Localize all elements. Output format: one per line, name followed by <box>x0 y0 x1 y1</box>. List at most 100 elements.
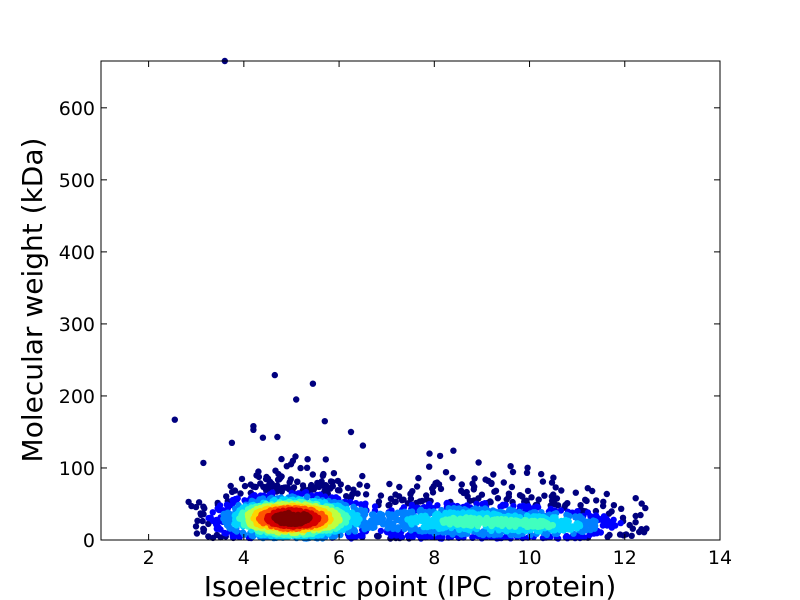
data-point <box>192 523 200 530</box>
data-point <box>548 479 556 486</box>
data-point <box>605 510 613 517</box>
data-point <box>519 493 526 500</box>
data-point <box>294 478 301 486</box>
data-point <box>379 517 386 525</box>
x-tick-label: 10 <box>517 547 541 569</box>
data-point <box>606 531 613 539</box>
plot-frame <box>100 60 721 541</box>
data-point <box>632 512 639 520</box>
data-point <box>309 380 317 387</box>
data-point <box>227 482 234 490</box>
data-point <box>436 452 444 460</box>
data-point <box>557 507 565 514</box>
data-point <box>359 442 367 449</box>
data-point <box>473 518 480 526</box>
data-point <box>622 531 630 538</box>
data-point <box>373 532 381 540</box>
data-point <box>437 485 445 493</box>
data-point <box>466 497 474 504</box>
data-point <box>386 480 393 488</box>
data-point <box>526 521 533 528</box>
data-point <box>507 463 514 470</box>
data-point <box>303 464 311 471</box>
data-point <box>297 464 304 472</box>
data-point <box>599 502 607 510</box>
data-point <box>237 490 244 497</box>
data-point <box>643 525 650 532</box>
data-point <box>563 532 570 540</box>
data-point <box>642 504 649 512</box>
data-point <box>193 530 201 537</box>
data-point <box>171 416 178 423</box>
data-point <box>583 497 590 505</box>
data-point <box>572 489 579 496</box>
x-tick-label: 6 <box>333 547 345 569</box>
data-point <box>618 505 625 512</box>
data-point <box>426 450 433 457</box>
data-point <box>334 487 342 494</box>
data-point <box>356 481 363 488</box>
data-point <box>494 495 502 502</box>
data-point <box>442 469 450 476</box>
data-point <box>228 488 236 496</box>
data-point <box>508 483 516 491</box>
data-point <box>632 519 639 526</box>
data-point <box>385 502 392 509</box>
data-point <box>274 476 282 483</box>
data-point <box>458 481 465 488</box>
data-point <box>255 473 263 481</box>
data-point <box>407 495 415 502</box>
x-tick-label: 4 <box>238 547 250 569</box>
data-point <box>429 489 437 496</box>
data-point <box>577 502 584 509</box>
data-point <box>413 483 421 490</box>
data-point <box>568 523 576 530</box>
data-point <box>252 483 259 491</box>
y-tick-label: 400 <box>59 242 95 264</box>
data-point <box>554 502 562 509</box>
data-point <box>363 482 371 490</box>
data-point <box>192 503 200 511</box>
data-point <box>481 528 488 535</box>
data-point <box>524 464 531 471</box>
data-point <box>398 533 405 541</box>
y-axis-label: Molecular weight (kDa) <box>16 138 49 463</box>
data-point <box>533 521 541 528</box>
data-point <box>632 495 639 502</box>
scatter-points <box>171 57 650 542</box>
data-point <box>638 526 645 533</box>
data-point <box>259 434 267 441</box>
x-axis-label: Isoelectric point (IPC_protein) <box>204 570 617 600</box>
data-point <box>278 488 285 495</box>
y-tick-label: 100 <box>59 458 95 480</box>
x-tick-label: 12 <box>613 547 637 569</box>
y-tick-label: 300 <box>59 314 95 336</box>
data-point <box>377 492 385 499</box>
data-point <box>309 471 316 478</box>
data-point <box>503 496 510 503</box>
data-point <box>319 472 327 479</box>
data-point <box>524 487 532 495</box>
data-point <box>500 479 507 486</box>
data-point <box>637 511 644 519</box>
data-point <box>538 470 545 478</box>
data-point <box>491 488 498 495</box>
data-point <box>205 520 212 528</box>
data-point <box>628 532 635 539</box>
data-point <box>553 495 561 502</box>
data-point <box>344 484 352 492</box>
data-point <box>589 487 596 495</box>
data-point <box>469 534 476 541</box>
data-point <box>490 471 497 478</box>
y-tick-label: 0 <box>83 530 95 552</box>
data-point <box>391 498 399 506</box>
data-point <box>368 517 375 524</box>
data-point <box>250 426 257 433</box>
data-point <box>227 516 234 523</box>
data-point <box>200 459 207 467</box>
data-point <box>497 503 504 510</box>
data-point <box>241 482 249 490</box>
data-point <box>449 474 456 482</box>
data-point <box>599 522 607 529</box>
data-point <box>475 459 482 466</box>
